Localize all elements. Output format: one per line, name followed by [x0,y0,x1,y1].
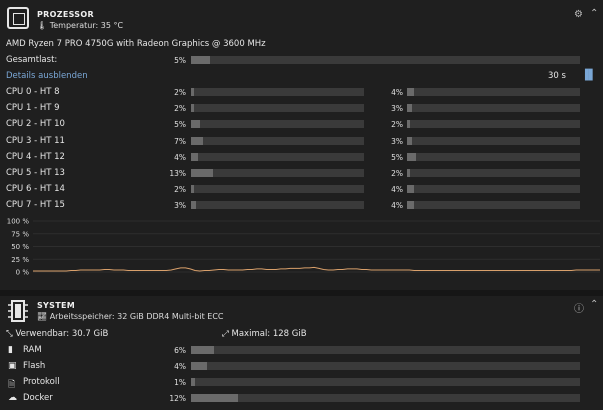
maximum-row: ⤢ Maximal: 128 GiB [222,329,307,339]
memory-icon [8,300,28,322]
core-pct-a: 13% [169,169,186,178]
chart-line-icon: 📈︎ [37,312,48,321]
core-bar-b [407,201,580,210]
total-load-pct: 5% [174,56,186,65]
core-pct-b: 4% [391,185,403,195]
core-bar-a [191,185,364,194]
system-item-label: RAM [23,345,42,355]
y-tick-label: 50 % [11,243,29,251]
total-load-label: Gesamtlast: [6,55,58,65]
core-label: CPU 6 - HT 14 [6,184,65,195]
memory-row: 📈︎ Arbeitsspeicher: 32 GiB DDR4 Multi-bi… [37,312,224,321]
y-tick-label: 0 % [16,269,30,277]
info-icon[interactable]: ⓘ [574,304,584,315]
core-label: CPU 5 - HT 13 [6,168,65,178]
processor-panel: PROZESSOR 🌡︎ Temperatur: 35 °C ⚙ ⌃ AMD R… [6,7,600,277]
system-item-pct: 12% [169,394,186,403]
core-label: CPU 3 - HT 11 [6,135,65,146]
core-pct-a: 7% [174,136,186,146]
core-bar-b [407,169,580,177]
core-pct-a: 2% [174,104,186,114]
core-bar-a [191,120,364,129]
available-row: ⤡ Verwendbar: 30.7 GiB [6,329,108,339]
y-tick-label: 75 % [11,230,29,238]
thermometer-icon: 🌡︎ [37,21,48,30]
memory-chip-icon: ▮ [8,345,13,355]
system-item-pct: 1% [174,378,186,387]
docker-icon: ☁︎ [8,393,17,403]
system-item-pct: 6% [174,346,186,355]
log-file-icon: 🗎︎ [8,380,16,390]
system-item-bar [191,362,580,370]
core-label: CPU 4 - HT 12 [6,151,65,162]
core-label: CPU 0 - HT 8 [6,87,60,97]
flash-drive-icon: ▣ [8,361,17,371]
collapse-arrows-icon: ⤡ [6,329,13,339]
expand-arrows-icon: ⤢ [222,329,229,339]
core-label: CPU 2 - HT 10 [6,119,65,130]
core-pct-b: 4% [391,201,403,211]
cpu-icon [7,7,29,29]
core-pct-a: 3% [174,201,186,211]
core-bar-a [191,201,364,210]
temperature-row: 🌡︎ Temperatur: 35 °C [37,21,123,30]
gear-icon[interactable]: ⚙ [574,9,583,20]
core-bar-a [191,169,364,177]
system-title: SYSTEM [37,301,75,310]
available-text: Verwendbar: 30.7 GiB [15,329,109,339]
system-item-label: Flash [23,361,46,371]
core-bar-b [407,88,580,96]
total-load-bar [191,56,580,64]
system-item-bar [191,378,580,386]
y-tick-label: 100 % [7,218,30,226]
core-pct-a: 5% [174,120,186,130]
system-panel: SYSTEM 📈︎ Arbeitsspeicher: 32 GiB DDR4 M… [0,296,603,410]
chevron-up-icon[interactable]: ⌃ [590,8,599,19]
core-pct-a: 2% [174,88,186,97]
system-item-bar [191,394,580,402]
y-tick-label: 25 % [11,256,29,264]
system-item-bar [191,346,580,354]
core-pct-a: 2% [174,185,186,195]
core-pct-b: 2% [391,169,403,178]
chevron-up-icon[interactable]: ⌃ [590,299,599,310]
system-item-label: Protokoll [23,377,60,387]
processor-title: PROZESSOR [37,10,94,19]
core-bar-b [407,136,580,145]
core-label: CPU 7 - HT 15 [6,200,65,211]
bar-chart-icon[interactable]: ▐▌ [581,70,597,81]
core-bar-b [407,120,580,129]
maximum-text: Maximal: 128 GiB [231,329,307,339]
interval-label[interactable]: 30 s [548,71,566,81]
system-item-pct: 4% [174,362,186,371]
core-bar-a [191,136,364,145]
cpu-model: AMD Ryzen 7 PRO 4750G with Radeon Graphi… [6,39,266,49]
details-toggle-link[interactable]: Details ausblenden [6,71,88,81]
core-pct-b: 3% [391,136,403,146]
core-bar-a [191,88,364,96]
core-pct-b: 2% [391,120,403,130]
temperature-text: Temperatur: 35 °C [49,21,124,30]
core-pct-b: 3% [391,104,403,114]
cpu-load-series-line [33,266,600,272]
core-bar-b [407,104,580,113]
core-pct-b: 5% [391,152,403,162]
memory-text: Arbeitsspeicher: 32 GiB DDR4 Multi-bit E… [49,312,224,321]
cpu-history-chart: 100 % 75 % 50 % 25 % 0 % [7,218,600,277]
core-bar-b [407,185,580,194]
core-bar-a [191,152,364,161]
core-pct-b: 4% [391,88,403,97]
system-item-label: Docker [23,393,53,403]
core-bar-b [407,152,580,161]
core-bar-a [191,104,364,113]
core-pct-a: 4% [174,152,186,162]
core-label: CPU 1 - HT 9 [6,103,60,114]
